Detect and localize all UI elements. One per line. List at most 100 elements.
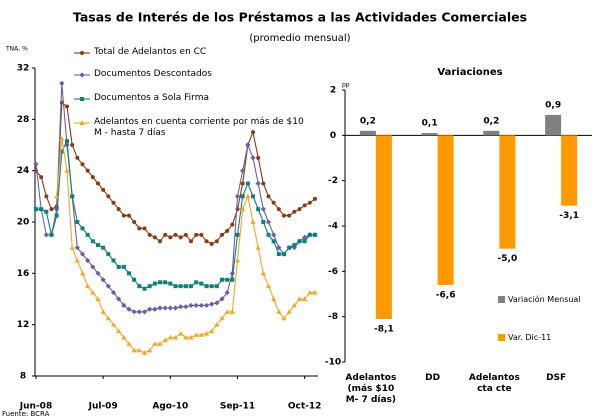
value-label: -6,6 (436, 290, 456, 300)
marker (163, 232, 168, 237)
marker (183, 334, 189, 340)
marker (240, 168, 246, 174)
marker (131, 347, 137, 353)
bar (375, 135, 392, 319)
value-label: -3,1 (559, 211, 579, 221)
marker (106, 252, 111, 257)
marker (80, 51, 84, 55)
marker (287, 245, 292, 250)
marker (240, 194, 245, 199)
marker (256, 155, 261, 160)
marker (219, 296, 225, 302)
marker (199, 281, 204, 286)
marker (287, 213, 292, 218)
marker (152, 306, 158, 312)
marker (105, 283, 111, 289)
value-label: 0,2 (483, 116, 499, 126)
marker (209, 241, 214, 246)
marker (79, 251, 86, 257)
y-tick-label: -4 (328, 222, 338, 232)
series-line (36, 139, 315, 290)
y-tick-label: 2 (330, 86, 336, 96)
marker (33, 161, 39, 167)
marker (302, 234, 308, 240)
marker (230, 277, 235, 282)
marker (137, 284, 142, 289)
marker (198, 302, 204, 309)
marker (116, 207, 121, 212)
marker (162, 305, 168, 311)
marker (271, 200, 276, 205)
marker (271, 232, 277, 238)
marker (101, 187, 106, 192)
marker (276, 309, 282, 314)
marker (127, 213, 131, 218)
marker (111, 258, 116, 263)
marker (286, 309, 292, 314)
marker (204, 284, 209, 289)
marker (116, 296, 122, 302)
value-label: -8,1 (374, 324, 394, 334)
marker (100, 277, 106, 283)
marker (54, 193, 60, 199)
marker (163, 280, 168, 285)
marker (282, 213, 286, 218)
marker (245, 193, 251, 199)
marker (96, 181, 100, 186)
marker (220, 232, 224, 237)
marker (158, 280, 162, 285)
marker (147, 347, 153, 353)
marker (95, 270, 101, 276)
x-tick-label: DD (425, 373, 441, 383)
y-tick-label: 0 (330, 131, 336, 141)
marker (312, 289, 318, 295)
marker (121, 334, 127, 340)
marker (121, 213, 126, 218)
marker (65, 104, 69, 109)
marker (199, 232, 204, 237)
marker (307, 289, 313, 295)
marker (224, 309, 230, 314)
marker (240, 206, 246, 212)
marker (116, 264, 121, 269)
marker (281, 315, 287, 321)
legend-label: Variación Mensual (508, 295, 581, 304)
marker (34, 207, 38, 212)
marker (214, 322, 220, 327)
marker (65, 139, 69, 144)
marker (70, 143, 75, 147)
marker (292, 243, 297, 248)
marker (121, 264, 126, 269)
marker (209, 328, 215, 334)
marker (250, 155, 256, 161)
legend-label: Total de Adelantos en CC (94, 47, 207, 57)
marker (49, 232, 54, 237)
marker (158, 239, 162, 244)
marker (141, 350, 148, 355)
marker (276, 207, 281, 212)
marker (100, 309, 106, 314)
marker (189, 239, 193, 244)
marker (229, 309, 235, 314)
marker (44, 194, 49, 199)
y-tick-label: -6 (328, 267, 338, 277)
x-tick-label: Oct-12 (288, 402, 322, 412)
marker (178, 304, 184, 310)
marker (297, 207, 302, 212)
y-tick-label: 32 (17, 64, 30, 74)
marker (307, 232, 312, 237)
marker (255, 245, 261, 250)
legend-label: Var. Dic-11 (508, 333, 552, 342)
marker (85, 257, 91, 264)
marker (173, 232, 178, 237)
marker (194, 232, 199, 237)
x-tick-label: Adelantos (más $10 M- 7 días) (345, 373, 397, 405)
marker (265, 283, 272, 289)
marker (79, 120, 85, 125)
marker (230, 222, 235, 227)
marker (313, 196, 317, 201)
source-note: Fuente: BCRA (2, 410, 50, 418)
marker (106, 194, 111, 199)
